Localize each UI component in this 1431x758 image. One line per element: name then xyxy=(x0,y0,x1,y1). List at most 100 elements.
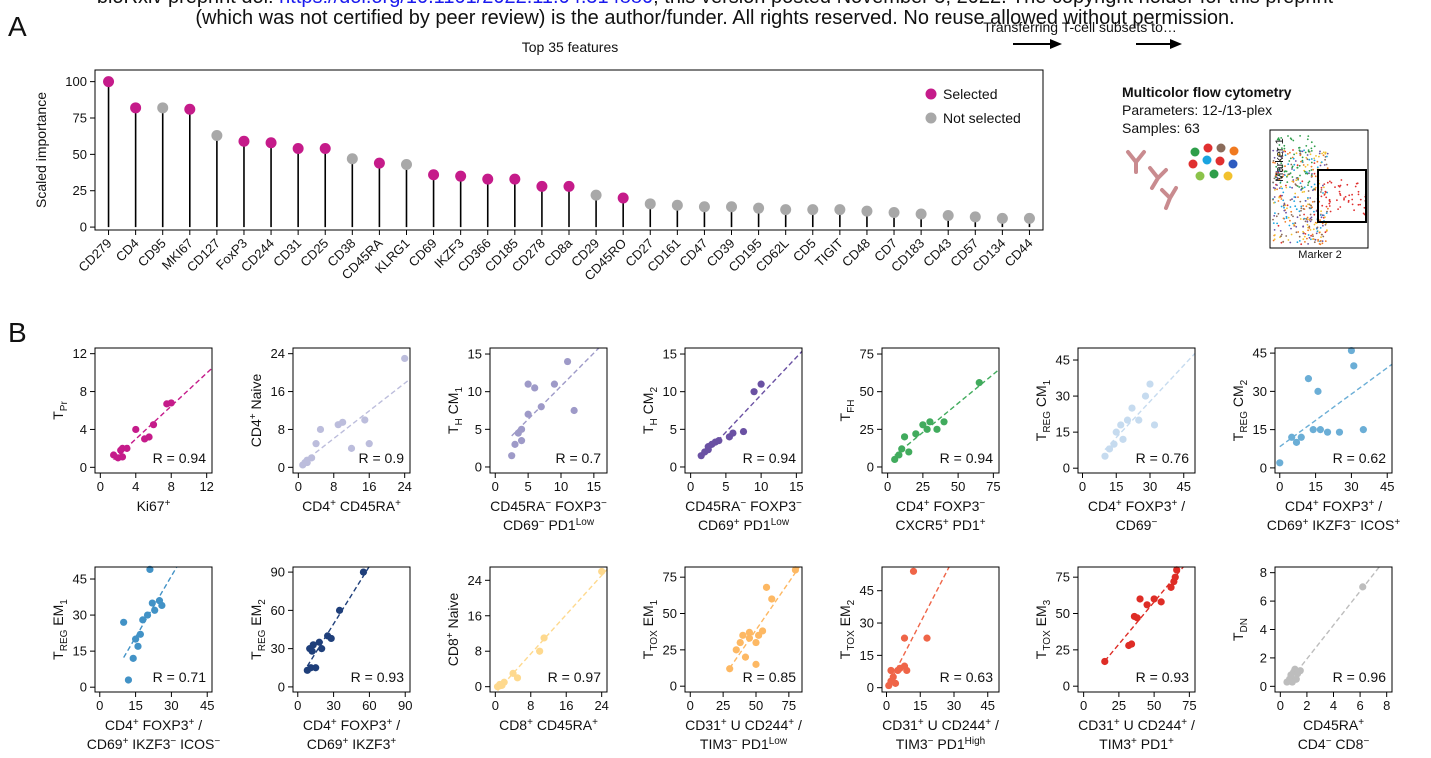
y-axis-label: TREG EM2 xyxy=(248,599,268,660)
label-script: − xyxy=(1151,517,1157,528)
lollipop-dot xyxy=(672,200,683,211)
flow-dot xyxy=(1302,226,1304,228)
point xyxy=(134,643,141,650)
point xyxy=(125,676,132,683)
flow-dot xyxy=(1300,207,1302,209)
label-part: EM xyxy=(50,605,66,630)
fit-line xyxy=(1280,364,1392,446)
flow-dot xyxy=(1288,160,1290,162)
label-part: CD4 xyxy=(1088,498,1116,514)
x-tick-label: 0 xyxy=(1079,479,1086,494)
flow-dot xyxy=(1326,164,1328,166)
flow-dot xyxy=(1295,226,1297,228)
lollipop-dot xyxy=(970,211,981,222)
x-axis-label: CD4+ FOXP3− xyxy=(896,498,986,514)
flow-dot xyxy=(1290,206,1292,208)
flow-dot xyxy=(1322,225,1324,227)
flow-dot xyxy=(1325,197,1327,199)
label-script: Low xyxy=(576,517,595,528)
flow-dot xyxy=(1290,172,1292,174)
point xyxy=(151,607,158,614)
flow-dot xyxy=(1286,181,1288,183)
x-tick-label: 45 xyxy=(1177,479,1191,494)
point xyxy=(1110,441,1117,448)
flow-dot xyxy=(1292,149,1294,151)
flow-dot xyxy=(1351,194,1353,196)
label-part: EM xyxy=(837,605,853,630)
point xyxy=(1359,583,1366,590)
lollipop-dot xyxy=(726,201,737,212)
point xyxy=(924,426,931,433)
x-tick-label: 5 xyxy=(525,479,532,494)
x-tick-label: CD279 xyxy=(75,236,114,275)
label-script: Pr xyxy=(59,401,70,412)
flow-dot xyxy=(1306,205,1308,207)
label-script: 2 xyxy=(257,599,268,605)
flow-dot xyxy=(1307,243,1309,245)
flow-dot xyxy=(1292,176,1294,178)
flow-dot xyxy=(1357,182,1359,184)
flow-dot xyxy=(1289,186,1291,188)
y-tick-label: 75 xyxy=(860,347,874,362)
x-tick-label: CD25 xyxy=(297,236,331,270)
flow-dot xyxy=(1311,148,1313,150)
label-script: High xyxy=(965,736,986,747)
y-tick-label: 45 xyxy=(1253,346,1267,361)
y-tick-label: 0 xyxy=(1260,679,1267,694)
flow-dot xyxy=(1274,238,1276,240)
point xyxy=(360,569,367,576)
flow-dot xyxy=(1305,152,1307,154)
flow-dot xyxy=(1302,151,1304,153)
flow-dot xyxy=(1307,158,1309,160)
flow-dot xyxy=(1313,211,1315,213)
point xyxy=(1317,426,1324,433)
flow-dot xyxy=(1327,167,1329,169)
label-part: U CD244 xyxy=(1120,717,1182,733)
flow-dot xyxy=(1285,212,1287,214)
label-part: CM xyxy=(445,393,461,419)
x-tick-label: 15 xyxy=(587,479,601,494)
annotation: R = 0.71 xyxy=(153,669,207,685)
y-tick-label: 0 xyxy=(80,460,87,475)
label-part: CD4 xyxy=(105,717,133,733)
y-tick-label: 0 xyxy=(1260,460,1267,475)
flow-dot xyxy=(1300,206,1302,208)
y-axis-label: TREG EM1 xyxy=(50,599,70,660)
x-tick-label: 16 xyxy=(362,479,376,494)
x-axis-label: CD69+ IKZF3+ xyxy=(307,736,397,752)
label-part: CD8 xyxy=(445,638,461,666)
point xyxy=(1124,417,1131,424)
point xyxy=(564,358,571,365)
point xyxy=(910,568,917,575)
flow-dot xyxy=(1313,188,1315,190)
flow-dot xyxy=(1303,214,1305,216)
flow-dot xyxy=(1300,182,1302,184)
flow-dot xyxy=(1276,184,1278,186)
flow-dot xyxy=(1307,197,1309,199)
y-tick-label: 8 xyxy=(1260,565,1267,580)
flow-dot xyxy=(1290,137,1292,139)
label-script: 3 xyxy=(1042,599,1053,605)
y-tick-label: 30 xyxy=(73,608,87,623)
fit-line xyxy=(1287,551,1392,684)
flow-dot xyxy=(1310,235,1312,237)
annotation: R = 0.9 xyxy=(358,450,404,466)
label-script: H xyxy=(454,418,465,425)
label-part: CD31 xyxy=(1078,717,1114,733)
y-axis-label: TTOX EM3 xyxy=(1033,599,1053,659)
label-part: / xyxy=(194,717,202,733)
y-axis-label: TREG CM1 xyxy=(1033,379,1053,441)
flow-dot xyxy=(1311,162,1313,164)
flow-dot xyxy=(1351,199,1353,201)
annotation: R = 0.94 xyxy=(940,450,994,466)
flow-dot xyxy=(1299,165,1301,167)
flow-dot xyxy=(1303,191,1305,193)
y-tick-label: 75 xyxy=(663,570,677,585)
lollipop-dot xyxy=(401,159,412,170)
flow-dot xyxy=(1312,201,1314,203)
flow-dot xyxy=(1283,218,1285,220)
y-tick-label: 4 xyxy=(1260,622,1267,637)
flow-dot xyxy=(1298,186,1300,188)
flow-dot xyxy=(1319,151,1321,153)
point xyxy=(1151,595,1158,602)
